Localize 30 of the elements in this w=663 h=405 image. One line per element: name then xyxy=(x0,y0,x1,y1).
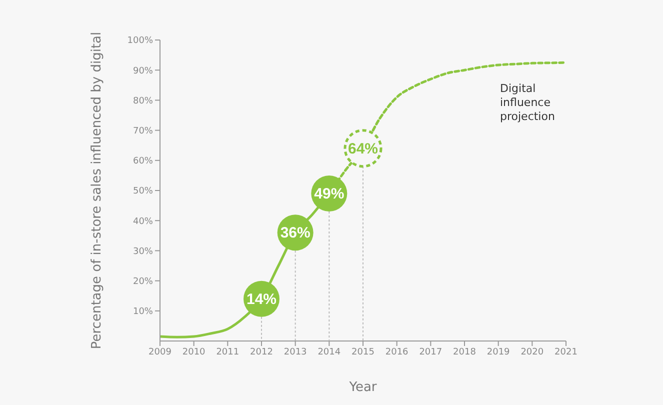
y-tick-label: 100% xyxy=(127,36,154,46)
data-label: 14% xyxy=(246,290,277,308)
y-tick-label: 50% xyxy=(132,186,154,197)
data-label: 49% xyxy=(314,186,344,203)
x-tick-label: 2013 xyxy=(284,347,307,358)
x-tick-label: 2017 xyxy=(419,347,442,358)
y-tick-label: 70% xyxy=(132,126,154,136)
data-label: 64% xyxy=(348,140,378,158)
x-axis-title: Year xyxy=(348,380,378,395)
y-axis-title: Percentage of in-store sales influenced by digital xyxy=(90,32,105,350)
x-tick-label: 2011 xyxy=(216,347,240,358)
y-tick-label: 90% xyxy=(132,66,154,76)
y-tick-label: 10% xyxy=(132,307,154,318)
x-tick-label: 2018 xyxy=(453,347,476,358)
y-tick-label: 40% xyxy=(132,216,154,227)
x-tick-label: 2021 xyxy=(554,347,578,358)
annotation: Digital influence projection xyxy=(500,82,555,123)
x-tick-label: 2014 xyxy=(318,347,341,358)
y-tick-label: 80% xyxy=(132,96,154,106)
x-tick-label: 2010 xyxy=(182,347,206,358)
x-tick-label: 2019 xyxy=(486,347,510,358)
y-tick-label: 60% xyxy=(132,156,154,167)
x-tick-label: 2020 xyxy=(520,347,544,358)
x-tick-label: 2012 xyxy=(250,347,273,358)
y-tick-label: 20% xyxy=(132,276,154,287)
x-tick-label: 2009 xyxy=(148,347,172,358)
x-tick-label: 2016 xyxy=(385,347,409,358)
x-tick-label: 2015 xyxy=(352,347,374,358)
data-label: 36% xyxy=(280,224,310,242)
y-tick-label: 30% xyxy=(132,246,154,257)
